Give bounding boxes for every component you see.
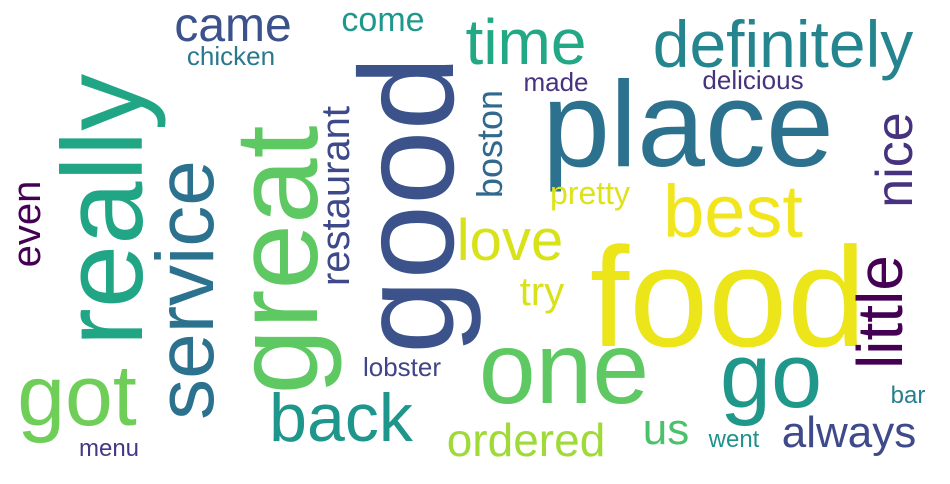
word-menu: menu — [78, 435, 140, 462]
word-bar: bar — [890, 382, 926, 409]
word-even: even — [5, 180, 49, 268]
word-got: got — [17, 348, 137, 444]
word-place: place — [542, 56, 834, 192]
word-restaurant: restaurant — [314, 105, 358, 287]
word-love: love — [456, 208, 564, 273]
word-nice: nice — [866, 112, 924, 208]
word-service: service — [140, 160, 231, 420]
word-little: little — [844, 255, 916, 369]
word-boston: boston — [469, 89, 510, 199]
word-best: best — [663, 170, 803, 253]
word-go: go — [719, 325, 823, 427]
word-definitely: definitely — [652, 7, 914, 81]
word-us: us — [642, 405, 690, 454]
word-always: always — [781, 408, 917, 457]
word-come: come — [341, 1, 425, 39]
word-good: good — [333, 55, 482, 355]
word-chicken: chicken — [186, 41, 276, 71]
word-ordered: ordered — [446, 414, 606, 466]
word-one: one — [478, 311, 650, 425]
word-made: made — [523, 67, 589, 97]
word-pretty: pretty — [549, 175, 631, 211]
word-came: came — [174, 0, 292, 52]
word-back: back — [269, 380, 413, 456]
word-time: time — [465, 6, 587, 78]
word-try: try — [519, 270, 565, 314]
word-food: food — [589, 218, 867, 377]
word-went: went — [708, 426, 760, 453]
word-lobster: lobster — [362, 352, 442, 382]
word-delicious: delicious — [702, 65, 804, 95]
